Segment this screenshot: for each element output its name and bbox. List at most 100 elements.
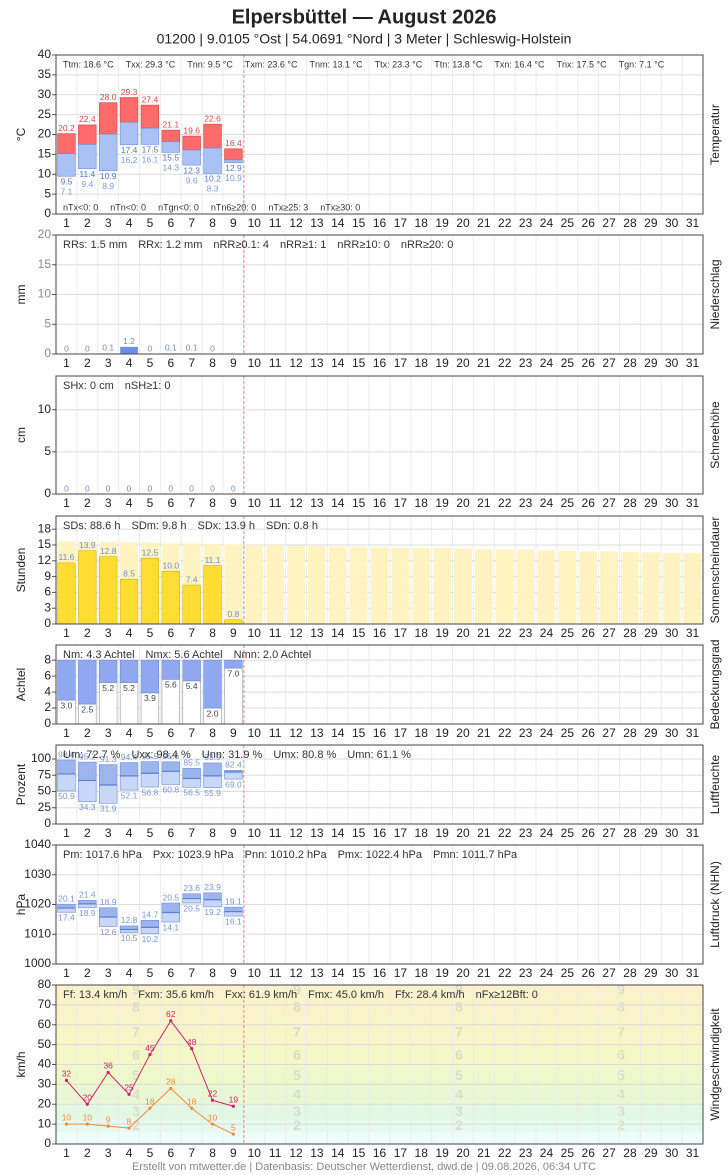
x-tick-label: 5 <box>147 726 154 740</box>
box-upper <box>182 768 201 779</box>
wind-point <box>64 1078 69 1082</box>
cloud-bar <box>140 659 160 694</box>
stat-text: Fxx: 61.9 km/h <box>225 989 297 1001</box>
temp-upper-bar <box>99 102 118 135</box>
possible-bar <box>245 544 264 624</box>
data-label: 5.4 <box>186 681 198 691</box>
wind-point <box>190 1106 194 1110</box>
x-tick-label: 30 <box>665 626 679 640</box>
x-tick-label: 28 <box>623 726 637 740</box>
temp-upper-bar <box>119 97 139 123</box>
x-tick-label: 29 <box>644 1146 658 1160</box>
y-tick-label: 0 <box>44 816 51 830</box>
stat-text: Um: 72.7 % <box>63 749 121 761</box>
x-tick-label: 13 <box>310 966 324 980</box>
data-label: 23.9 <box>204 882 221 892</box>
panel-title: Bedeckungsgrad <box>708 639 722 729</box>
y-tick-label: 5 <box>44 444 51 458</box>
x-tick-label: 4 <box>126 826 133 840</box>
x-tick-label: 9 <box>230 216 237 230</box>
beaufort-band <box>56 1086 703 1105</box>
possible-bar <box>287 545 305 624</box>
data-label: 69.0 <box>225 779 242 789</box>
x-tick-label: 2 <box>84 356 91 370</box>
y-tick-label: 1020 <box>24 897 51 911</box>
beaufort-label: 2 <box>293 1117 301 1133</box>
beaufort-band <box>56 1020 703 1045</box>
plot-frame <box>55 984 704 1145</box>
x-tick-label: 25 <box>561 626 575 640</box>
wind-point <box>127 1092 131 1096</box>
beaufort-label: 6 <box>455 1046 463 1062</box>
x-tick-label: 17 <box>394 826 408 840</box>
stat-text: Ttn: 13.8 °C <box>434 59 483 69</box>
y-tick-label: 1040 <box>24 837 51 851</box>
y-axis-label: cm <box>14 427 28 443</box>
stat-text: nRR≥10: 0 <box>337 239 390 251</box>
y-tick-label: 0 <box>44 346 51 360</box>
x-tick-label: 3 <box>105 626 112 640</box>
x-tick-label: 8 <box>209 496 216 510</box>
x-tick-label: 1 <box>63 496 70 510</box>
x-tick-label: 24 <box>540 496 554 510</box>
stat-text: nTx≥25: 3 <box>268 202 308 212</box>
x-tick-label: 8 <box>209 966 216 980</box>
x-tick-label: 20 <box>456 626 470 640</box>
y-tick-label: 10 <box>38 166 52 180</box>
stat-text: Pnn: 1010.2 hPa <box>245 849 328 861</box>
x-tick-label: 22 <box>498 626 512 640</box>
x-tick-label: 16 <box>373 726 387 740</box>
stat-text: Fxm: 35.6 km/h <box>138 989 214 1001</box>
data-label: 8.5 <box>123 568 135 578</box>
panel-title: Sonnenscheindauer <box>708 517 722 624</box>
data-label: 3.9 <box>144 693 156 703</box>
x-tick-label: 5 <box>147 216 154 230</box>
stat-text: Ttx: 23.3 °C <box>375 59 423 69</box>
wind-point <box>231 1104 236 1108</box>
wind-point <box>148 1106 152 1110</box>
y-tick-label: 50 <box>38 784 52 798</box>
x-tick-label: 12 <box>289 626 303 640</box>
data-label: 15.5 <box>163 153 180 163</box>
x-tick-label: 15 <box>352 496 366 510</box>
x-tick-label: 4 <box>126 496 133 510</box>
x-tick-label: 5 <box>147 966 154 980</box>
x-tick-label: 30 <box>665 1146 679 1160</box>
possible-bar <box>224 544 243 624</box>
x-tick-label: 29 <box>644 496 658 510</box>
y-tick-label: 30 <box>38 1077 52 1091</box>
x-tick-label: 12 <box>289 726 303 740</box>
x-tick-label: 22 <box>498 826 512 840</box>
x-tick-label: 23 <box>519 626 533 640</box>
data-label: 14.3 <box>163 163 180 173</box>
data-label: 91.3 <box>100 754 117 764</box>
temp-upper-bar <box>161 129 180 142</box>
x-tick-label: 11 <box>269 356 282 370</box>
x-tick-label: 11 <box>269 496 282 510</box>
x-tick-label: 15 <box>352 966 366 980</box>
beaufort-label: 5 <box>455 1067 463 1083</box>
data-label: 9.4 <box>81 179 93 189</box>
x-tick-label: 16 <box>373 356 387 370</box>
data-label: 98.4 <box>58 749 75 759</box>
box-lower <box>140 772 160 788</box>
x-tick-label: 19 <box>435 826 449 840</box>
x-tick-label: 30 <box>665 216 679 230</box>
stat-text: Fmx: 45.0 km/h <box>308 989 384 1001</box>
x-tick-label: 4 <box>126 1146 133 1160</box>
wind-point <box>148 1052 152 1057</box>
x-tick-label: 30 <box>665 356 679 370</box>
x-tick-label: 31 <box>686 496 700 510</box>
y-tick-label: 20 <box>38 127 52 141</box>
data-label: 19 <box>229 1094 239 1104</box>
beaufort-label: 4 <box>455 1086 463 1102</box>
data-label: 9.5 <box>61 176 73 186</box>
y-tick-label: 10 <box>38 287 52 301</box>
x-tick-label: 11 <box>269 626 282 640</box>
x-tick-label: 25 <box>561 1146 575 1160</box>
y-tick-label: 25 <box>38 800 52 814</box>
x-tick-label: 19 <box>435 966 449 980</box>
x-tick-label: 15 <box>352 356 366 370</box>
plot-frame <box>55 515 704 625</box>
beaufort-label: 9 <box>293 982 301 998</box>
